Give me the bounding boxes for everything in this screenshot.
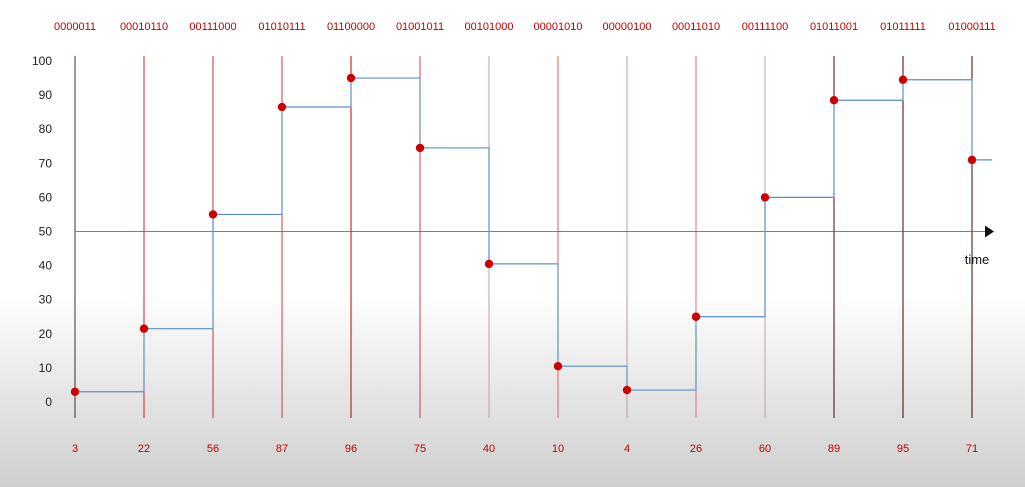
- y-tick-label: 10: [39, 361, 53, 375]
- binary-label: 01010111: [258, 21, 305, 33]
- y-tick-label: 20: [39, 327, 53, 341]
- sample-point: [898, 75, 908, 84]
- sample-point: [760, 193, 770, 202]
- value-labels: 3 22 56 87 96 75 40 10 4 26 60 89 95 71: [72, 443, 978, 455]
- step-line: [75, 77, 992, 393]
- sample-point: [691, 312, 701, 321]
- binary-label: 01100000: [327, 21, 375, 33]
- value-label: 4: [624, 443, 630, 455]
- binary-label: 00111000: [189, 21, 236, 33]
- y-tick-label: 90: [39, 88, 53, 102]
- value-label: 56: [207, 443, 219, 455]
- binary-label: 0000011: [54, 21, 96, 33]
- y-tick-label: 60: [39, 190, 53, 204]
- value-label: 26: [690, 443, 702, 455]
- value-label: 22: [138, 443, 150, 455]
- value-label: 75: [414, 443, 426, 455]
- binary-label: 01000111: [948, 21, 995, 33]
- sample-point: [553, 361, 563, 371]
- sample-point: [139, 324, 149, 333]
- sample-point: [70, 387, 80, 396]
- value-label: 40: [483, 443, 495, 455]
- value-label: 71: [966, 443, 978, 455]
- binary-label: 01011111: [880, 21, 926, 33]
- binary-label: 00000100: [603, 21, 652, 33]
- binary-labels: 0000011 00010110 00111000 01010111 01100000 0…: [54, 21, 996, 33]
- sample-point: [277, 102, 287, 112]
- sample-point: [967, 155, 977, 165]
- value-label: 89: [828, 443, 840, 455]
- binary-label: 00101000: [465, 21, 514, 33]
- y-tick-label: 100: [32, 54, 52, 68]
- binary-label: 00001010: [534, 21, 583, 33]
- binary-label: 00011010: [672, 21, 720, 33]
- binary-label: 00111100: [742, 21, 789, 33]
- y-tick-label: 50: [39, 225, 53, 239]
- sample-lines: [74, 56, 973, 418]
- sample-point: [208, 210, 218, 219]
- time-axis-label: time: [965, 252, 990, 267]
- value-label: 96: [345, 443, 357, 455]
- sample-point: [829, 96, 839, 105]
- y-tick-label: 70: [39, 156, 53, 170]
- step-line-layer: [75, 77, 992, 393]
- y-tick-label: 40: [39, 259, 53, 273]
- sample-points: [70, 73, 977, 396]
- value-label: 95: [897, 443, 909, 455]
- value-label: 60: [759, 443, 771, 455]
- binary-label: 01001011: [396, 21, 444, 33]
- sample-point: [346, 73, 356, 83]
- y-tick-label: 30: [39, 293, 53, 307]
- y-tick-label: 0: [45, 395, 52, 409]
- binary-label: 01011001: [810, 21, 858, 33]
- binary-label: 00010110: [120, 21, 168, 33]
- sample-point: [622, 385, 632, 395]
- y-tick-label: 80: [39, 122, 53, 136]
- time-axis-arrow-icon: [985, 225, 994, 238]
- axes: time: [74, 58, 994, 418]
- value-label: 87: [276, 443, 288, 455]
- value-label: 3: [72, 443, 78, 455]
- sample-point: [415, 143, 425, 153]
- value-label: 10: [552, 443, 564, 455]
- sample-point: [484, 259, 494, 269]
- y-tick-labels: 0 10 20 30 40 50 60 70 80 90 100: [32, 54, 52, 409]
